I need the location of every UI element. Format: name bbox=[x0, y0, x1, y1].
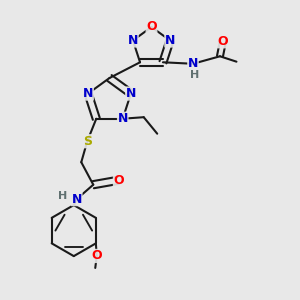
Text: N: N bbox=[83, 87, 93, 100]
Text: O: O bbox=[218, 35, 228, 48]
Text: O: O bbox=[113, 174, 124, 187]
Text: O: O bbox=[146, 20, 157, 34]
Text: H: H bbox=[58, 191, 67, 201]
Text: N: N bbox=[128, 34, 138, 47]
Text: N: N bbox=[126, 87, 136, 100]
Text: S: S bbox=[83, 135, 92, 148]
Text: H: H bbox=[190, 70, 199, 80]
Text: N: N bbox=[165, 34, 175, 47]
Text: N: N bbox=[188, 57, 198, 70]
Text: O: O bbox=[92, 250, 102, 262]
Text: N: N bbox=[72, 193, 82, 206]
Text: N: N bbox=[118, 112, 128, 125]
